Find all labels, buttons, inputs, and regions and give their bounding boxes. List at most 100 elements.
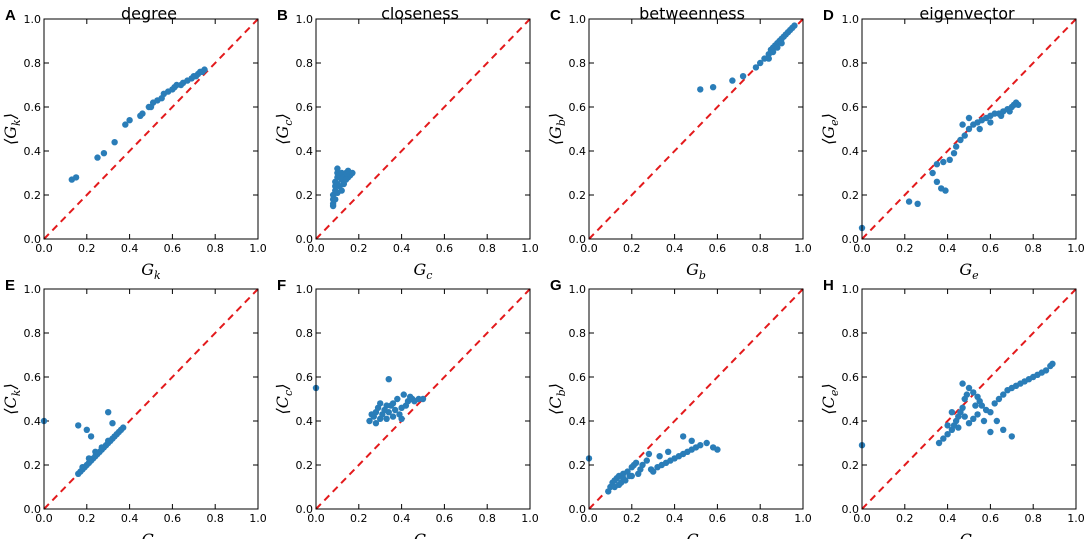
- y-tick-label-b: 0.4: [296, 145, 314, 158]
- y-tick-label-b: 0.6: [296, 101, 314, 114]
- y-axis-label-b: ⟨Gc⟩: [273, 113, 295, 144]
- data-point-b: [342, 176, 350, 183]
- data-point-b: [338, 187, 345, 194]
- x-tick-label-b: 0.8: [478, 242, 496, 255]
- data-point-e: [87, 433, 95, 440]
- x-tick-label-d: 0.0: [853, 242, 871, 255]
- panel-d: D0.0 0.2 0.4 0.6 0.8 1.00.00.20.40.60.81.0Ge⟨…: [819, 7, 1084, 282]
- x-axis-label-main-g: C: [686, 530, 698, 539]
- data-point-e: [79, 464, 86, 471]
- x-tick-label-h: 1.0: [1067, 512, 1084, 525]
- x-tick-label-c: 0.8: [751, 242, 769, 255]
- data-point-a: [111, 139, 118, 146]
- x-tick-label-f: 0.2: [350, 512, 368, 525]
- data-point-h: [991, 400, 998, 407]
- column-title-eigenvector: eigenvector: [919, 4, 1015, 23]
- data-point-c: [697, 86, 704, 93]
- data-point-d: [1015, 101, 1022, 109]
- data-point-d: [961, 132, 968, 139]
- y-tick-label-c: 0.6: [569, 101, 587, 114]
- y-axis-label-g: ⟨Cb⟩: [546, 383, 568, 415]
- y-axis-label-c: ⟨Gb⟩: [546, 113, 568, 145]
- panel-letter-a: A: [5, 7, 16, 24]
- x-tick-label-h: 0.8: [1024, 512, 1042, 525]
- data-point-h: [987, 409, 994, 416]
- y-axis-label-e: ⟨Ck⟩: [1, 383, 23, 414]
- x-axis-label-main-b: G: [414, 260, 427, 279]
- x-tick-label-d: 0.4: [939, 242, 957, 255]
- x-axis-label-main-e: C: [142, 530, 154, 539]
- data-point-g: [664, 448, 672, 455]
- panel-letter-b: B: [277, 7, 288, 24]
- y-tick-label-f: 0.6: [296, 371, 314, 384]
- diagonal-line-b: [315, 18, 531, 240]
- data-point-h: [948, 409, 956, 416]
- x-axis-label-main-f: C: [414, 530, 426, 539]
- y-axis-label-sub-e: k: [10, 389, 23, 396]
- y-tick-label-f: 0.4: [296, 415, 314, 428]
- x-axis-label-f: Cc: [414, 530, 432, 539]
- x-axis-label-main-h: C: [960, 530, 972, 539]
- y-axis-label-d: ⟨Ge⟩: [819, 113, 841, 145]
- y-axis-label-h: ⟨Ce⟩: [819, 383, 841, 414]
- y-tick-label-d: 0.0: [842, 233, 860, 246]
- y-tick-label-g: 0.6: [569, 371, 587, 384]
- y-tick-label-c: 0.0: [569, 233, 587, 246]
- data-point-d: [997, 112, 1005, 120]
- x-tick-label-e: 0.4: [121, 512, 139, 525]
- data-point-e: [119, 424, 127, 431]
- y-tick-label-b: 1.0: [296, 13, 314, 26]
- axes-frame-d: [861, 18, 1077, 240]
- data-point-a: [100, 150, 108, 157]
- data-point-g: [714, 446, 721, 453]
- data-point-h: [965, 420, 973, 427]
- y-axis-label-close-h: ⟩: [819, 383, 838, 390]
- data-point-d: [952, 143, 960, 150]
- data-point-h: [980, 417, 988, 425]
- data-point-f: [389, 413, 397, 420]
- y-tick-label-d: 0.8: [842, 57, 860, 70]
- data-point-d: [976, 125, 983, 133]
- data-point-h: [940, 435, 947, 442]
- y-tick-label-h: 0.8: [842, 327, 860, 340]
- data-point-f: [372, 420, 380, 427]
- data-point-f: [366, 417, 373, 425]
- x-tick-label-h: 0.6: [982, 512, 1000, 525]
- data-point-a: [94, 154, 101, 161]
- data-point-h: [1000, 426, 1007, 433]
- data-point-d: [942, 187, 949, 194]
- data-point-c: [752, 64, 760, 71]
- y-tick-label-b: 0.8: [296, 57, 314, 70]
- panel-letter-e: E: [5, 277, 15, 294]
- data-point-g: [656, 453, 663, 460]
- x-tick-label-g: 0.0: [580, 512, 598, 525]
- axes-frame-f: [315, 288, 531, 510]
- data-point-b: [344, 167, 352, 174]
- data-point-d: [940, 158, 947, 166]
- y-axis-label-sub-g: b: [555, 389, 568, 396]
- y-axis-label-main-h: ⟨C: [819, 396, 838, 414]
- data-point-c: [791, 22, 798, 29]
- panel-b: B0.0 0.2 0.4 0.6 0.8 1.00.00.20.40.60.81.0Gc⟨…: [273, 7, 539, 282]
- data-point-h: [995, 395, 1003, 403]
- y-tick-label-a: 1.0: [24, 13, 42, 26]
- x-tick-label-f: 0.0: [307, 512, 325, 525]
- data-point-b: [332, 196, 339, 203]
- data-point-h: [1008, 433, 1015, 440]
- x-tick-label-d: 1.0: [1067, 242, 1084, 255]
- x-tick-label-a: 1.0: [249, 242, 267, 255]
- data-point-b: [329, 202, 337, 210]
- x-tick-label-a: 0.4: [121, 242, 139, 255]
- data-point-d: [933, 178, 941, 185]
- data-point-g: [688, 437, 695, 444]
- y-tick-label-a: 0.8: [24, 57, 42, 70]
- y-axis-label-close-f: ⟩: [273, 384, 292, 391]
- data-point-h: [978, 402, 986, 409]
- data-point-c: [729, 77, 736, 84]
- data-point-c: [774, 44, 781, 51]
- data-point-g: [679, 433, 687, 440]
- x-tick-label-f: 0.8: [478, 512, 496, 525]
- x-tick-label-a: 0.2: [78, 242, 96, 255]
- data-point-g: [628, 472, 635, 480]
- y-tick-label-e: 1.0: [24, 283, 42, 296]
